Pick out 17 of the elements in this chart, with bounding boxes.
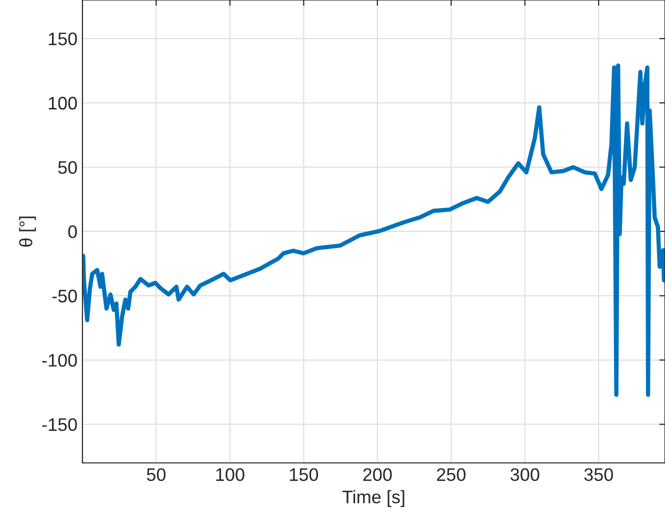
y-tick-label: 50	[58, 161, 77, 174]
y-tick-label: -150	[42, 418, 77, 432]
x-tick-label: 150	[290, 468, 318, 482]
x-tick-label: 300	[510, 468, 540, 482]
y-tick-label: 0	[68, 225, 77, 238]
x-tick-label: 350	[584, 468, 613, 482]
line-series	[82, 63, 665, 397]
x-tick-label: 50	[146, 468, 166, 482]
y-tick-label: 150	[48, 32, 77, 46]
y-tick-label: -100	[42, 354, 77, 367]
x-tick-label: 250	[437, 468, 466, 482]
y-tick-label: -50	[52, 290, 77, 302]
y-axis-title: θ [°]	[19, 216, 36, 247]
x-tick-label: 200	[363, 468, 392, 482]
x-axis-title: Time [s]	[342, 490, 404, 507]
x-tick-label: 100	[216, 468, 244, 482]
y-tick-label: 100	[48, 96, 77, 110]
